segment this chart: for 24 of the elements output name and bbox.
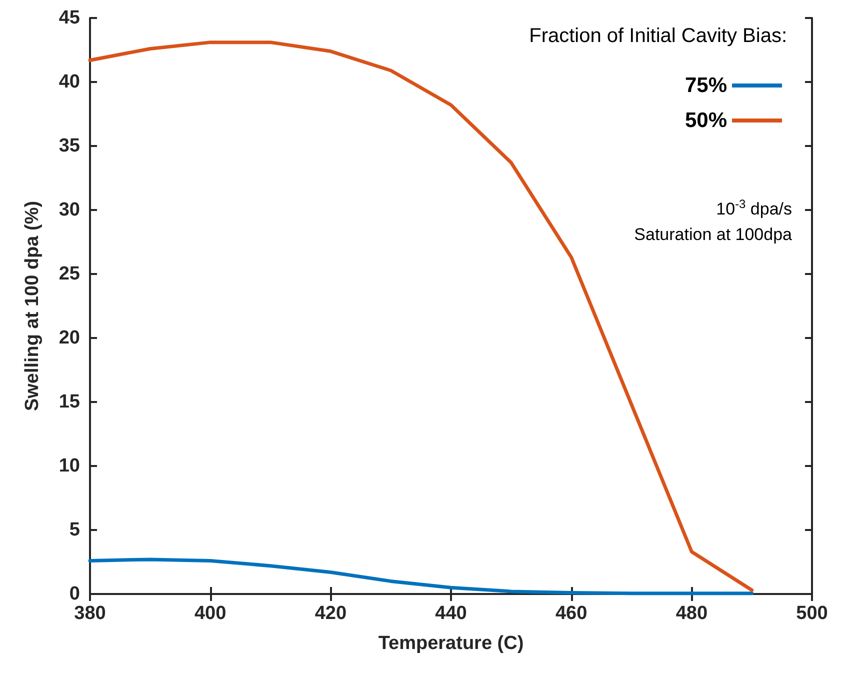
x-tick-label: 480 — [676, 603, 708, 624]
legend-label: 75% — [684, 74, 728, 97]
annotation: Saturation at 100dpa — [634, 225, 793, 244]
legend-label: 50% — [684, 109, 728, 132]
x-tick-label: 400 — [194, 603, 226, 624]
line-series — [88, 558, 754, 596]
y-tick-label: 40 — [58, 72, 80, 92]
x-tick-label: 460 — [555, 603, 588, 624]
x-tick-label: 420 — [314, 603, 347, 624]
y-axis-title: Swelling at 100 dpa (%) — [22, 200, 43, 412]
y-tick-label: 20 — [58, 328, 80, 348]
legend-title: Fraction of Initial Cavity Bias: — [529, 25, 788, 47]
y-tick-label: 25 — [58, 264, 80, 284]
y-tick-label: 45 — [58, 8, 80, 28]
y-tick-label: 10 — [58, 456, 80, 476]
x-tick-label: 380 — [74, 603, 106, 624]
x-axis-title: Temperature (C) — [378, 633, 524, 654]
y-tick-label: 30 — [58, 200, 80, 220]
y-tick-label: 35 — [58, 136, 80, 156]
x-tick-label: 500 — [796, 603, 828, 624]
x-tick-label: 440 — [435, 603, 467, 624]
y-tick-label: 0 — [69, 584, 80, 604]
y-tick-label: 5 — [69, 520, 80, 540]
y-tick-label: 15 — [58, 392, 80, 412]
